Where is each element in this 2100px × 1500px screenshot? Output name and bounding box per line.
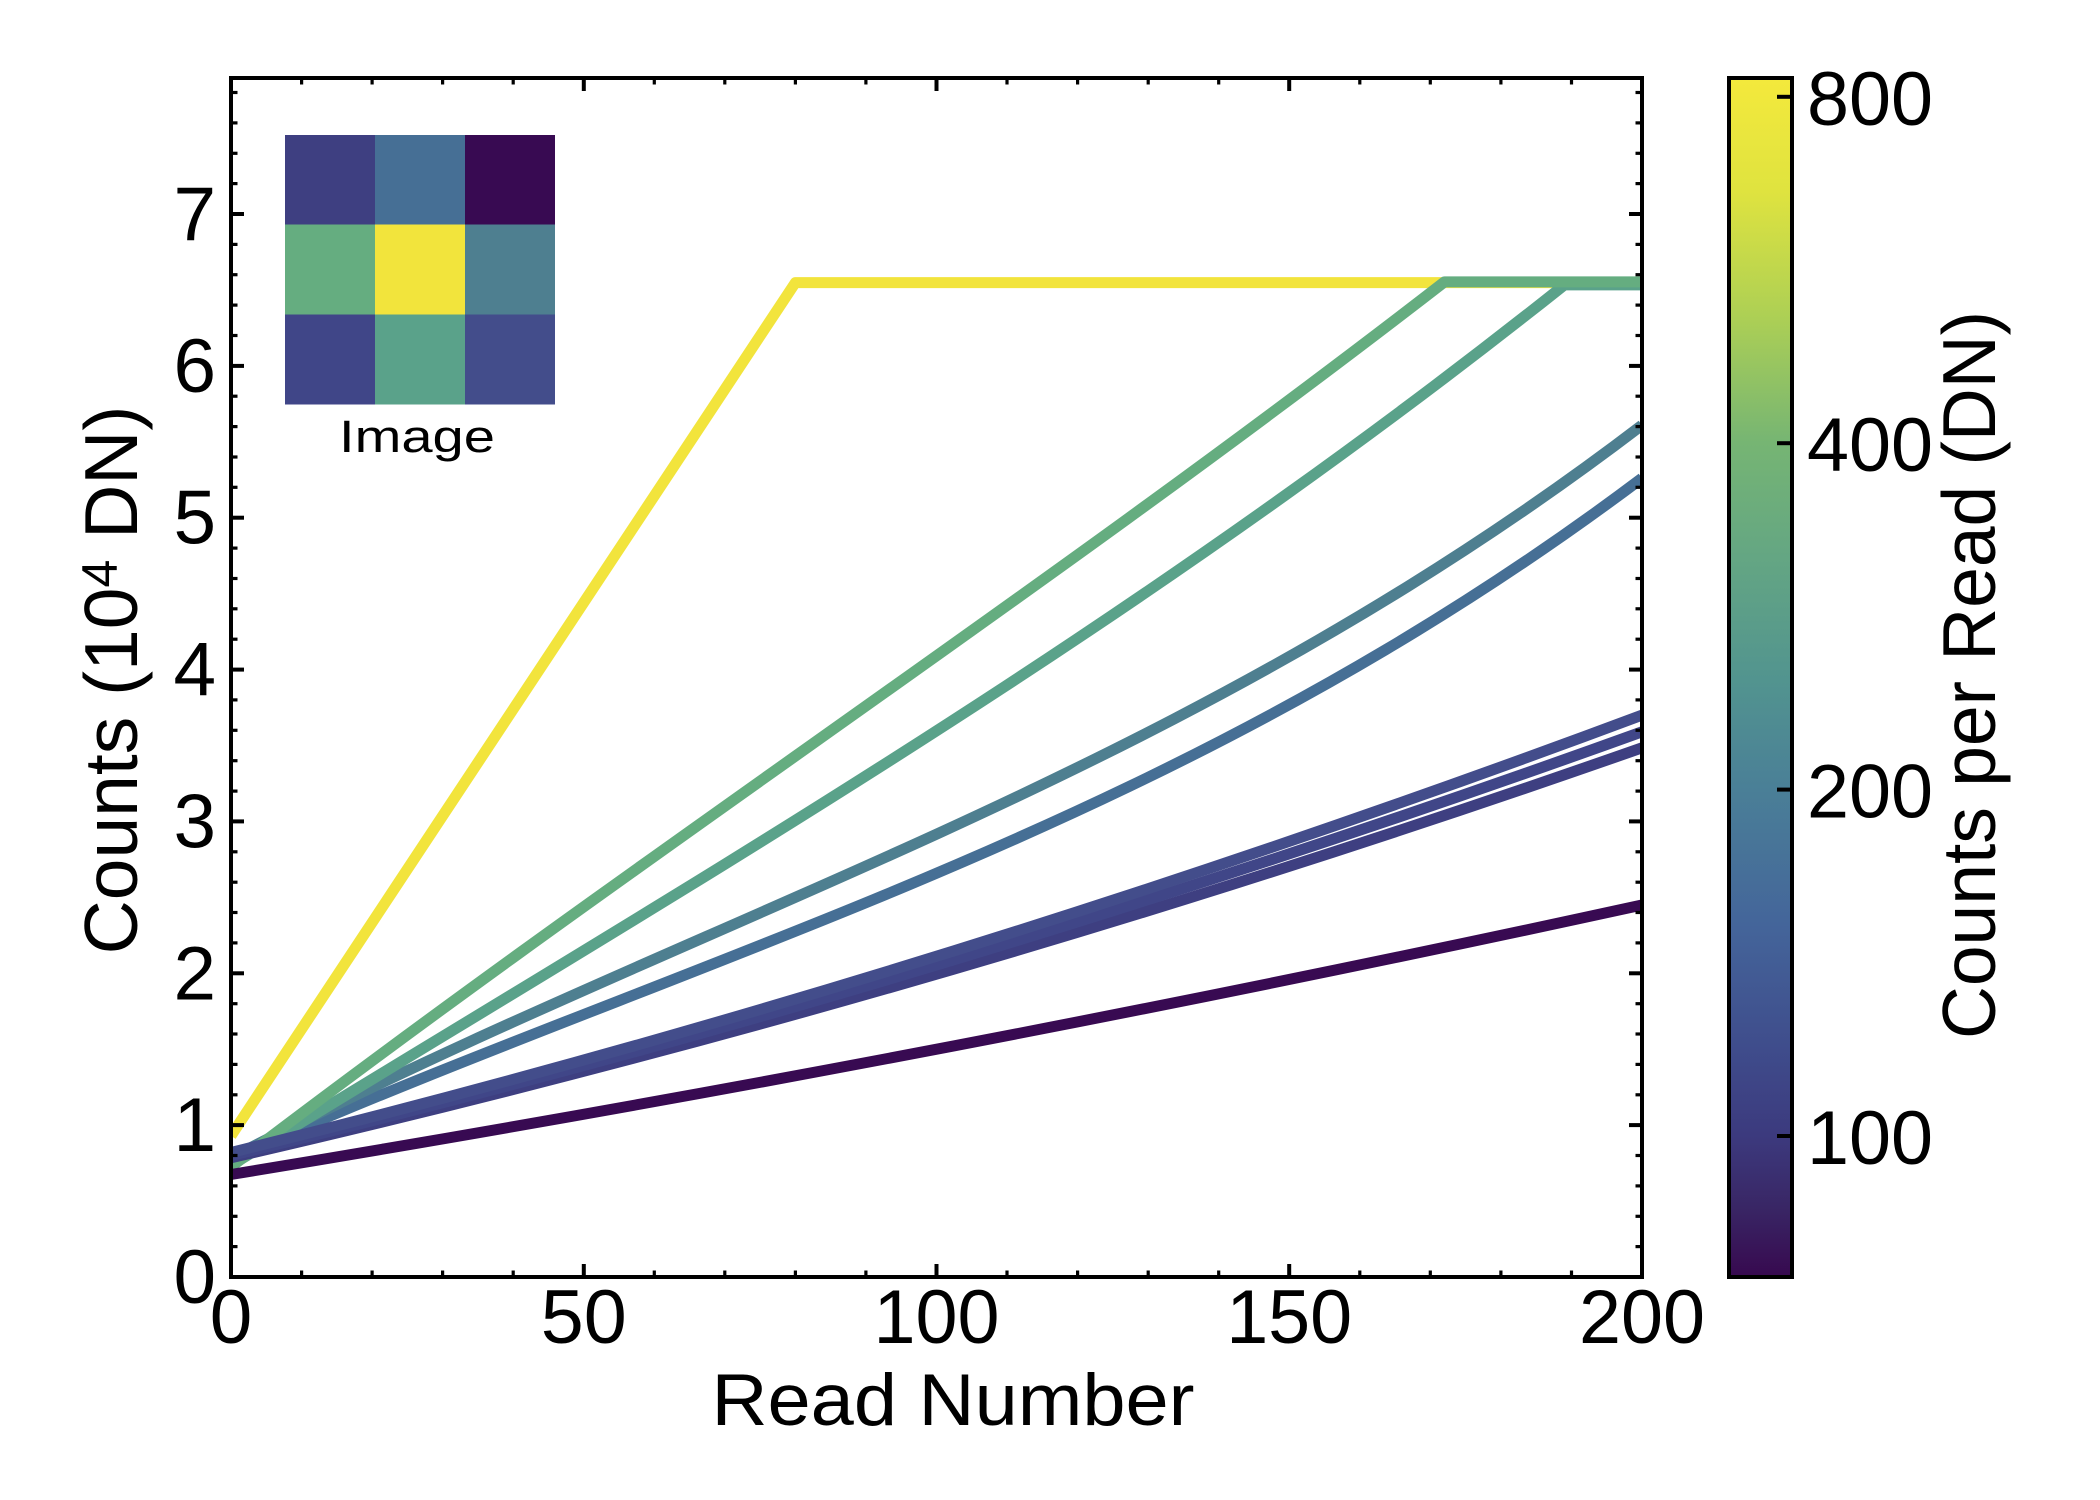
svg-text:Image: Image: [339, 411, 495, 462]
svg-text:5: 5: [173, 476, 216, 561]
svg-text:150: 150: [1226, 1275, 1352, 1360]
svg-text:0: 0: [210, 1275, 253, 1360]
svg-text:1: 1: [173, 1083, 216, 1168]
svg-text:2: 2: [173, 931, 216, 1016]
svg-text:Counts per Read (DN): Counts per Read (DN): [1927, 311, 2011, 1039]
svg-text:400: 400: [1807, 403, 1933, 488]
svg-text:Counts (104 DN): Counts (104 DN): [69, 406, 153, 955]
svg-text:6: 6: [173, 324, 216, 409]
svg-text:100: 100: [874, 1275, 1000, 1360]
svg-text:4: 4: [173, 628, 216, 713]
svg-text:200: 200: [1579, 1275, 1705, 1360]
svg-text:800: 800: [1807, 57, 1933, 142]
svg-text:200: 200: [1807, 750, 1933, 835]
svg-text:50: 50: [541, 1275, 627, 1360]
svg-text:Read Number: Read Number: [712, 1360, 1195, 1441]
svg-text:100: 100: [1807, 1096, 1933, 1181]
svg-text:0: 0: [173, 1235, 216, 1320]
svg-text:3: 3: [173, 779, 216, 864]
svg-text:7: 7: [173, 172, 216, 257]
